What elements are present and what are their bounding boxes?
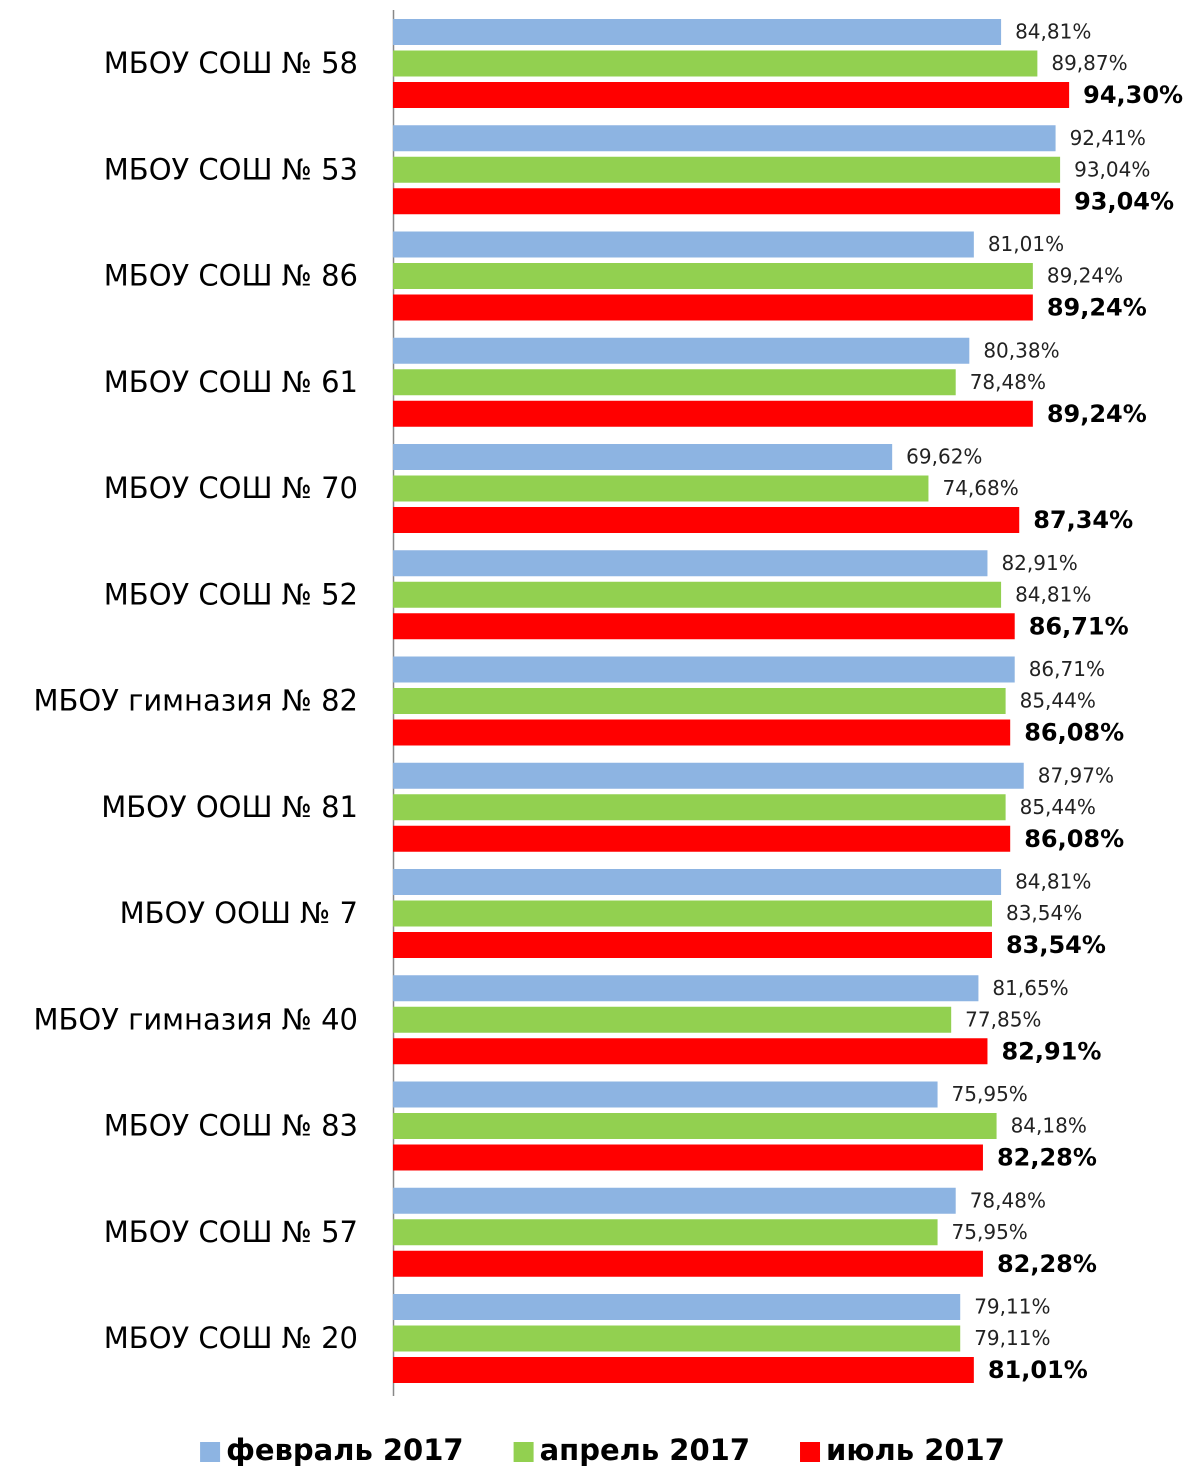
category-label: МБОУ ООШ № 7 <box>120 896 358 930</box>
bar <box>393 1006 952 1033</box>
legend-label: февраль 2017 <box>226 1433 464 1467</box>
bar <box>393 400 1033 427</box>
value-label: 69,62% <box>906 445 982 469</box>
value-label: 78,48% <box>970 1188 1046 1212</box>
bar <box>393 337 970 364</box>
bar <box>393 581 1002 608</box>
legend-swatch <box>513 1442 534 1462</box>
value-label: 82,91% <box>1001 551 1077 575</box>
category-label: МБОУ СОШ № 52 <box>104 577 358 611</box>
bar <box>393 1219 938 1246</box>
value-label: 87,97% <box>1038 763 1114 787</box>
bar <box>393 1325 961 1352</box>
bar <box>393 507 1020 533</box>
value-label: 89,24% <box>1047 264 1123 288</box>
legend-swatch <box>800 1442 821 1462</box>
bar <box>393 263 1033 289</box>
value-label: 92,41% <box>1070 126 1146 150</box>
value-label: 89,24% <box>1047 294 1147 322</box>
value-label: 89,24% <box>1047 400 1147 428</box>
bar <box>393 125 1056 152</box>
category-label: МБОУ СОШ № 86 <box>104 259 358 293</box>
category-label: МБОУ гимназия № 40 <box>33 1002 358 1036</box>
bar <box>393 294 1033 321</box>
legend-label: апрель 2017 <box>540 1433 750 1467</box>
bar <box>393 369 956 396</box>
bar <box>393 188 1061 215</box>
bar <box>393 1250 983 1277</box>
value-label: 84,18% <box>1011 1114 1087 1138</box>
value-label: 83,54% <box>1006 931 1106 959</box>
value-label: 83,54% <box>1006 901 1082 925</box>
value-label: 84,81% <box>1015 20 1091 44</box>
bar <box>393 475 929 502</box>
category-label: МБОУ СОШ № 83 <box>104 1109 358 1143</box>
bar <box>393 1081 938 1108</box>
bar <box>393 550 988 577</box>
value-label: 78,48% <box>970 370 1046 394</box>
category-label: МБОУ СОШ № 53 <box>104 152 358 186</box>
value-label: 93,04% <box>1074 157 1150 181</box>
value-label: 82,28% <box>997 1250 1097 1278</box>
legend-label: июль 2017 <box>826 1433 1005 1467</box>
value-label: 85,44% <box>1020 689 1096 713</box>
value-label: 80,38% <box>983 338 1059 362</box>
value-label: 86,08% <box>1024 719 1124 747</box>
bar <box>393 900 992 927</box>
legend-swatch <box>200 1442 221 1462</box>
bar <box>393 1187 956 1214</box>
bar <box>393 825 1011 852</box>
bar <box>393 1144 983 1171</box>
value-label: 86,08% <box>1024 825 1124 853</box>
bar <box>393 688 1006 714</box>
category-label: МБОУ гимназия № 82 <box>33 684 358 718</box>
bar <box>393 1294 961 1320</box>
value-label: 81,01% <box>988 1356 1088 1384</box>
value-label: 79,11% <box>974 1295 1050 1319</box>
value-label: 82,28% <box>997 1144 1097 1172</box>
value-label: 74,68% <box>942 476 1018 500</box>
value-label: 93,04% <box>1074 187 1174 215</box>
value-label: 82,91% <box>1001 1037 1101 1065</box>
value-label: 75,95% <box>952 1082 1028 1106</box>
bar <box>393 794 1006 821</box>
category-label: МБОУ СОШ № 70 <box>104 471 358 505</box>
bar <box>393 231 974 258</box>
bar <box>393 975 979 1002</box>
category-label: МБОУ ООШ № 81 <box>101 790 358 824</box>
bar <box>393 82 1070 108</box>
bar <box>393 444 893 470</box>
bar <box>393 156 1061 183</box>
value-label: 79,11% <box>974 1326 1050 1350</box>
value-label: 84,81% <box>1015 870 1091 894</box>
bar <box>393 1113 997 1139</box>
bar <box>393 1038 988 1065</box>
category-label: МБОУ СОШ № 61 <box>104 365 358 399</box>
bar <box>393 613 1015 640</box>
category-label: МБОУ СОШ № 20 <box>104 1321 358 1355</box>
bar <box>393 50 1038 77</box>
value-label: 77,85% <box>965 1007 1041 1031</box>
bar <box>393 869 1002 895</box>
value-label: 84,81% <box>1015 582 1091 606</box>
category-label: МБОУ СОШ № 57 <box>104 1215 358 1249</box>
bar <box>393 1357 974 1383</box>
value-label: 81,65% <box>992 976 1068 1000</box>
bar <box>393 656 1015 683</box>
value-label: 86,71% <box>1029 657 1105 681</box>
value-label: 85,44% <box>1020 795 1096 819</box>
category-label: МБОУ СОШ № 58 <box>104 46 358 80</box>
bar <box>393 932 992 958</box>
bar <box>393 719 1011 746</box>
value-label: 81,01% <box>988 232 1064 256</box>
value-label: 75,95% <box>952 1220 1028 1244</box>
value-label: 87,34% <box>1033 506 1133 534</box>
bar <box>393 19 1002 45</box>
bar <box>393 762 1024 789</box>
value-label: 94,30% <box>1083 81 1183 109</box>
value-label: 86,71% <box>1029 612 1129 640</box>
value-label: 89,87% <box>1051 51 1127 75</box>
